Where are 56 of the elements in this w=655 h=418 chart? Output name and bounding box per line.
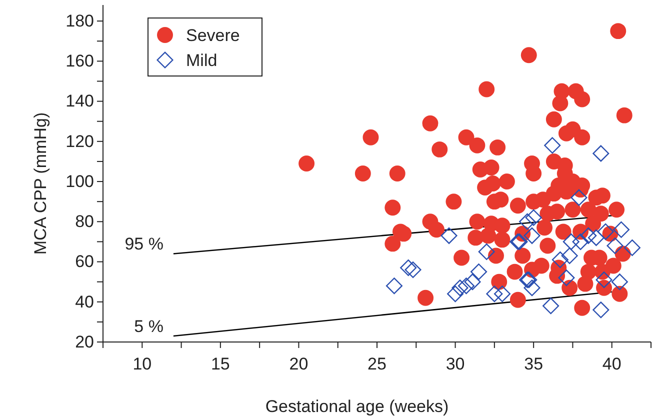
point	[458, 278, 475, 294]
y-axis-title: MCA CPP (mmHg)	[31, 112, 50, 255]
point	[624, 239, 640, 256]
legend-label: Mild	[186, 51, 218, 70]
x-tick-label: 40	[602, 354, 622, 374]
series-label: 5 %	[134, 316, 164, 336]
point	[562, 233, 580, 250]
point	[524, 227, 540, 244]
point	[519, 213, 536, 230]
x-tick-label: 30	[446, 354, 465, 374]
point	[386, 278, 402, 294]
point	[542, 298, 560, 314]
point	[597, 223, 614, 240]
point	[558, 270, 575, 286]
x-tick-label: 25	[368, 354, 386, 374]
point	[524, 280, 540, 296]
x-tick-label: 15	[210, 354, 230, 374]
y-tick-label: 60	[75, 252, 94, 272]
y-tick-label: 80	[75, 212, 94, 232]
point	[525, 209, 542, 226]
point	[606, 237, 624, 254]
x-tick-label: 10	[132, 354, 152, 374]
point	[440, 227, 458, 244]
point	[596, 272, 612, 288]
point	[592, 302, 610, 318]
y-tick-label: 40	[75, 292, 94, 312]
point	[612, 221, 630, 238]
x-tick-label: 35	[524, 354, 544, 374]
point	[404, 262, 422, 278]
point	[561, 247, 578, 264]
point	[486, 286, 503, 302]
point	[400, 260, 417, 276]
y-tick-label: 180	[66, 11, 94, 30]
point	[464, 274, 481, 290]
y-tick-label: 140	[66, 92, 94, 111]
x-axis-title: Gestational age (weeks)	[265, 397, 449, 416]
y-tick-label: 100	[66, 172, 94, 191]
point	[580, 227, 597, 244]
y-tick-label: 20	[75, 332, 94, 352]
y-tick-label: 120	[66, 132, 94, 151]
point	[570, 189, 588, 206]
point	[552, 251, 568, 268]
series-label: 95 %	[124, 234, 164, 254]
point	[592, 145, 610, 162]
point	[611, 274, 628, 290]
point	[572, 233, 589, 250]
legend-label: Severe	[186, 26, 240, 45]
y-tick-label: 160	[66, 52, 94, 71]
point	[478, 243, 495, 260]
point	[447, 286, 464, 302]
point	[470, 264, 488, 280]
point	[494, 286, 511, 302]
point	[452, 280, 468, 296]
x-tick-label: 20	[289, 354, 308, 374]
point	[544, 137, 561, 154]
point	[588, 229, 604, 246]
